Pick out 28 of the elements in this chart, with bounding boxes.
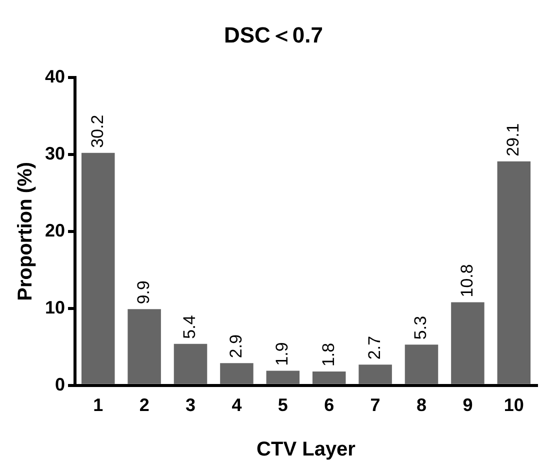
x-tick-label: 3 [186, 395, 196, 416]
x-tick-label: 2 [139, 395, 150, 416]
x-axis-title: CTV Layer [256, 438, 356, 461]
x-tick-label: 1 [93, 395, 104, 416]
data-label: 5.4 [180, 315, 200, 339]
y-tick-label: 10 [44, 297, 66, 318]
y-tick-label: 20 [44, 220, 66, 240]
y-axis-title: Proportion (%) [14, 162, 37, 301]
data-label: 1.9 [272, 342, 292, 366]
data-label: 10.8 [457, 264, 476, 298]
y-tick-label: 30 [44, 143, 66, 164]
data-label: 9.9 [134, 280, 154, 304]
y-tick-label: 40 [44, 66, 66, 86]
data-label: 2.7 [364, 336, 384, 360]
x-tick-label: 9 [462, 395, 473, 416]
y-tick-label: 0 [55, 374, 66, 394]
x-tick-label: 8 [416, 395, 427, 416]
x-tick-label: 10 [504, 395, 524, 416]
data-label: 29.1 [504, 123, 523, 156]
data-label: 1.8 [318, 342, 338, 367]
x-tick-label: 7 [370, 395, 380, 416]
x-tick-label: 6 [324, 395, 334, 416]
data-label: 30.2 [88, 114, 107, 148]
chart-title: DSC＜0.7 [224, 22, 324, 48]
data-label: 5.3 [411, 316, 430, 340]
data-label: 2.9 [226, 334, 246, 358]
x-tick-label: 4 [232, 395, 242, 416]
x-tick-label: 5 [278, 395, 288, 416]
